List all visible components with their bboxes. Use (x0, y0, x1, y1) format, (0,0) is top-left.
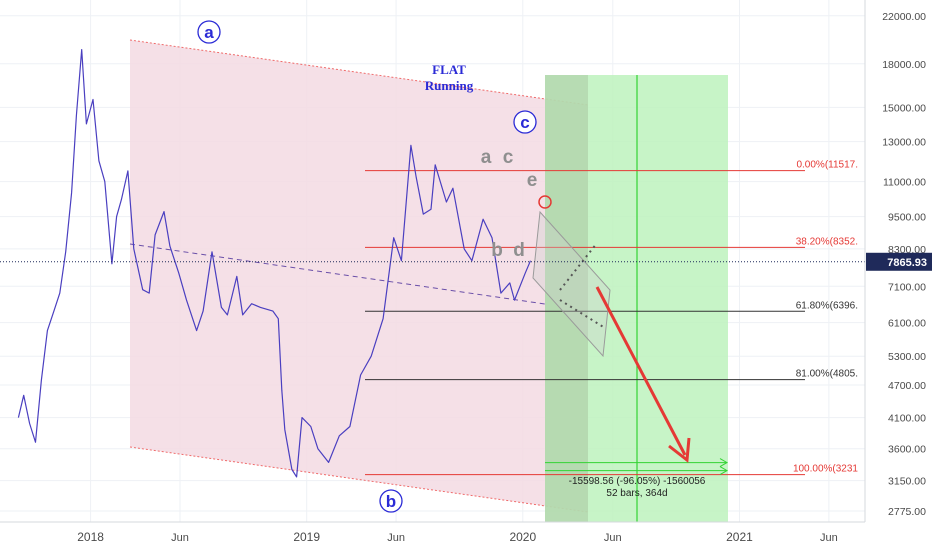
channel-upper-boundary (129, 39, 589, 106)
x-tick-label: 2020 (509, 530, 536, 544)
wave-c-marker-circle (513, 110, 537, 134)
measure-text-duration: 52 bars, 364d (606, 488, 667, 499)
x-tick-label: Jun (820, 532, 838, 544)
y-tick-label: 9500.00 (888, 212, 926, 224)
fib-level-label: 100.00%(3231 (793, 464, 858, 475)
y-tick-label: 15000.00 (882, 102, 926, 114)
x-tick-label: Jun (387, 532, 405, 544)
subwave-e-label: e (527, 170, 538, 191)
background-drawings (129, 39, 728, 522)
wave-a-marker-circle (197, 20, 221, 44)
fibonacci-levels: 0.00%(11517. 38.20%(8352. 61.80%(6396. 81.0… (365, 160, 858, 476)
y-tick-label: 22000.00 (882, 11, 926, 23)
x-tick-label: 2018 (77, 530, 104, 544)
projection-overlap-area (545, 75, 588, 522)
projection-arrow-head (668, 437, 691, 463)
flat-channel-area (130, 40, 588, 512)
last-price-badge (866, 252, 932, 271)
subwave-a-label: a (481, 147, 492, 168)
y-tick-label: 18000.00 (882, 59, 926, 71)
x-tick-label: 2021 (726, 530, 753, 544)
price-axis-background (865, 0, 932, 550)
fib-level-label: 61.80%(6396. (796, 300, 858, 311)
y-tick-label: 11000.00 (883, 177, 926, 189)
y-tick-label: 7100.00 (888, 281, 926, 293)
fib-level-label: 0.00%(11517. (796, 160, 858, 171)
y-tick-label: 3600.00 (888, 444, 926, 456)
x-tick-label: Jun (171, 532, 189, 544)
wave-b-marker-circle (379, 489, 403, 513)
top-circle-marker (538, 195, 552, 209)
y-tick-label: 4700.00 (888, 380, 926, 392)
wave-a-marker-label: a (204, 23, 214, 42)
measure-arrowhead-lower (719, 466, 729, 476)
y-tick-label: 5300.00 (888, 351, 926, 363)
sub-channel-dotted-upper (559, 242, 598, 291)
pattern-title-running: Running (425, 78, 474, 93)
measure-text-change: -15598.56 (-96.05%) -1560056 (569, 476, 706, 487)
x-tick-label: Jun (604, 532, 622, 544)
subwave-b-label: b (491, 240, 503, 261)
measure-arrowhead-upper (719, 458, 729, 468)
y-tick-label: 6100.00 (888, 318, 926, 330)
fib-level-label: 81.00%(4805. (796, 369, 858, 380)
subwave-c-label: c (503, 147, 514, 168)
fib-level-label: 38.20%(8352. (796, 236, 858, 247)
price-series (0, 49, 865, 478)
time-axis-background (0, 522, 932, 550)
subwave-d-label: d (513, 240, 525, 261)
x-tick-label: 2019 (293, 530, 320, 544)
last-price-label: 7865.93 (887, 257, 927, 269)
wave-b-marker-label: b (386, 492, 396, 511)
y-tick-label: 4100.00 (888, 413, 926, 425)
y-tick-label: 2775.00 (888, 506, 926, 518)
pattern-title-flat: FLAT (432, 62, 466, 77)
y-tick-label: 13000.00 (882, 137, 926, 149)
channel-lower-boundary (129, 446, 589, 513)
trend-line-dashed (129, 243, 546, 305)
projection-arrow-shaft (595, 286, 687, 456)
wave-c-marker-label: c (520, 113, 529, 132)
y-tick-label: 3150.00 (888, 476, 926, 488)
price-line (17, 49, 532, 478)
